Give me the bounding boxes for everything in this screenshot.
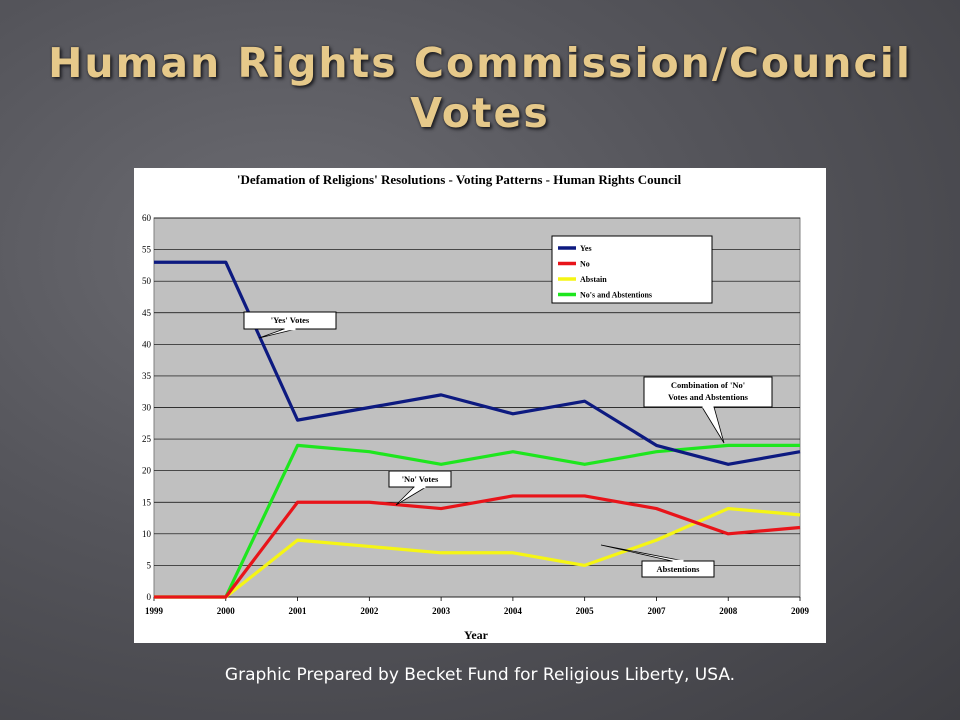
y-tick-label: 30 (142, 403, 152, 413)
x-tick-label: 2000 (217, 606, 236, 616)
series-line-abstain (154, 506, 801, 599)
y-tick-label: 60 (142, 213, 152, 223)
legend-box (551, 235, 713, 304)
legend-label: No (580, 260, 590, 269)
slide-title: Human Rights Commission/Council Votes (0, 38, 960, 138)
y-tick-label: 15 (142, 497, 152, 507)
y-tick-label: 5 (147, 560, 152, 570)
annotation-text: 'No' Votes (402, 474, 439, 484)
annotation-callout: 'No' Votes (388, 470, 452, 506)
legend-label: No's and Abstentions (580, 291, 652, 300)
annotation-text: Abstentions (657, 564, 701, 574)
annotation-text: 'Yes' Votes (271, 315, 310, 325)
y-tick-label: 50 (142, 276, 152, 286)
chart-panel: 'Defamation of Religions' Resolutions - … (134, 168, 826, 643)
y-tick-label: 55 (142, 245, 152, 255)
line-chart: 'Defamation of Religions' Resolutions - … (142, 172, 810, 642)
annotation-joint (702, 405, 714, 409)
x-tick-label: 2009 (791, 606, 810, 616)
annotation-callout: 'Yes' Votes (243, 311, 337, 339)
series-line-no-s-and-abstentions (154, 443, 800, 599)
annotation-joint (672, 559, 684, 563)
annotation-callout: Abstentions (600, 544, 715, 578)
annotation-joint (414, 485, 426, 489)
y-tick-label: 40 (142, 339, 152, 349)
series-line-yes (154, 260, 801, 466)
x-tick-label: 2005 (576, 606, 595, 616)
x-tick-label: 2001 (289, 606, 308, 616)
x-tick-label: 2004 (504, 606, 523, 616)
legend-label: Abstain (580, 275, 607, 284)
y-tick-label: 45 (142, 308, 152, 318)
x-axis-label: Year (464, 628, 489, 642)
slide-caption: Graphic Prepared by Becket Fund for Reli… (224, 665, 736, 685)
slide-title-line-1: Human Rights Commission/Council (48, 39, 912, 87)
y-tick-label: 35 (142, 371, 152, 381)
legend-label: Yes (580, 244, 592, 253)
x-tick-label: 1999 (145, 606, 164, 616)
x-tick-label: 2002 (360, 606, 379, 616)
chart-title: 'Defamation of Religions' Resolutions - … (237, 172, 682, 187)
x-tick-label: 2003 (432, 606, 451, 616)
annotation-joint (284, 327, 296, 331)
y-tick-label: 25 (142, 434, 152, 444)
y-tick-label: 0 (147, 592, 152, 602)
x-tick-label: 2007 (647, 606, 666, 616)
slide-title-line-2: Votes (410, 89, 550, 137)
annotation-box (643, 376, 773, 408)
annotation-callout: Combination of 'No' Votes and Abstentions (643, 376, 773, 444)
annotation-text: Votes and Abstentions (668, 392, 749, 402)
y-tick-label: 10 (142, 529, 152, 539)
x-tick-label: 2008 (719, 606, 738, 616)
annotation-text: Combination of 'No' (671, 380, 745, 390)
y-tick-label: 20 (142, 466, 152, 476)
series-line-no (154, 494, 801, 599)
